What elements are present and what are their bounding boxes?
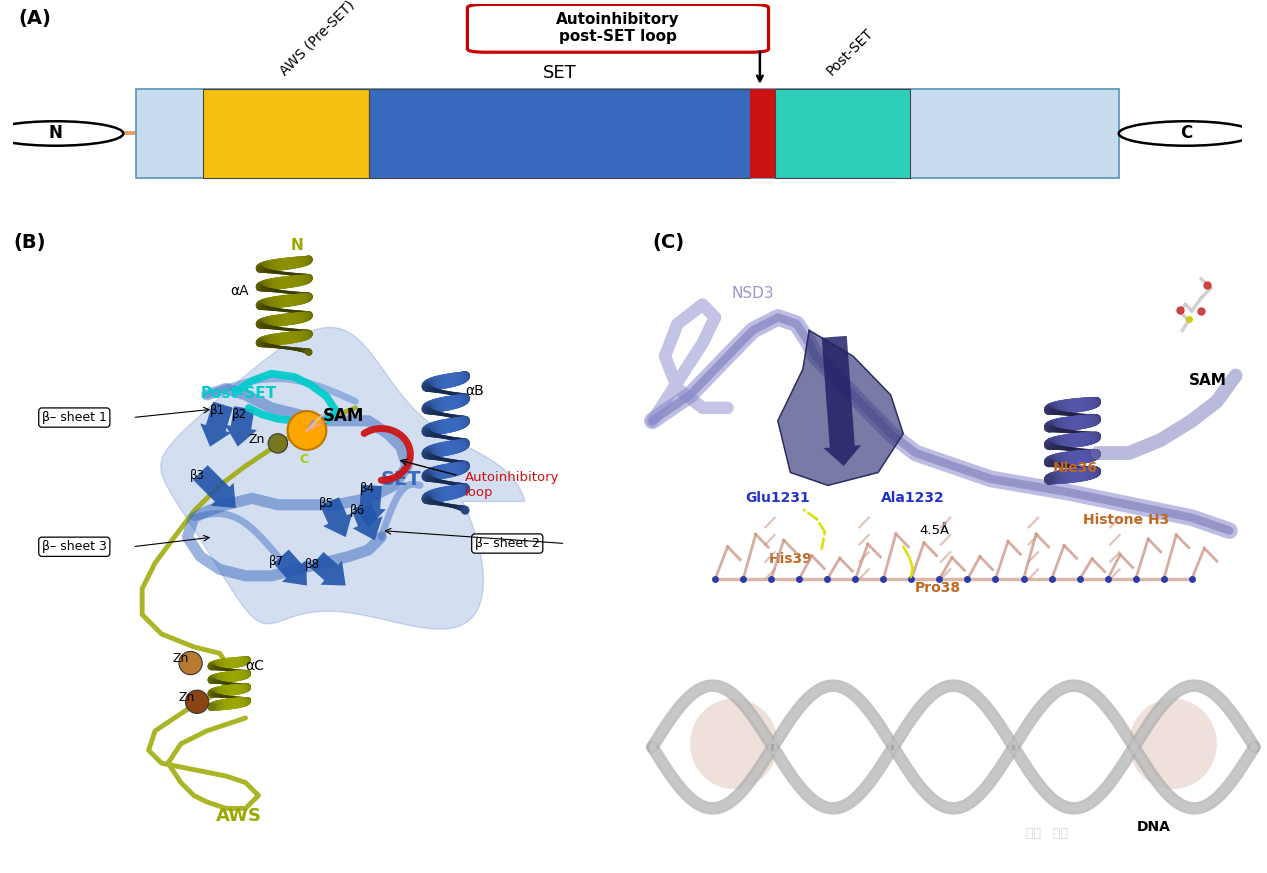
Text: β– sheet 2: β– sheet 2	[475, 537, 540, 550]
Text: DNA: DNA	[1138, 820, 1171, 834]
Bar	[750, 89, 774, 178]
FancyArrow shape	[822, 336, 862, 466]
Text: 知乎   仍惑: 知乎 仍惑	[1026, 828, 1068, 841]
Text: Autoinhibitory
post-SET loop: Autoinhibitory post-SET loop	[556, 12, 680, 45]
Text: β4: β4	[360, 482, 375, 495]
Text: β7: β7	[269, 555, 284, 568]
Text: SAM: SAM	[323, 407, 365, 425]
Text: αA: αA	[229, 284, 248, 298]
Text: His39: His39	[769, 552, 812, 566]
Text: AWS: AWS	[217, 808, 262, 825]
Text: β3: β3	[190, 469, 204, 482]
Text: Nle36: Nle36	[1053, 462, 1098, 476]
FancyArrow shape	[200, 402, 233, 447]
Circle shape	[1129, 698, 1216, 789]
Bar	[774, 89, 910, 178]
Text: (A): (A)	[19, 9, 52, 28]
Text: Autoinhibitory
loop: Autoinhibitory loop	[465, 471, 560, 499]
FancyArrow shape	[274, 550, 307, 586]
Text: AWS (Pre-SET): AWS (Pre-SET)	[277, 0, 357, 78]
Text: Post-SET: Post-SET	[201, 386, 277, 402]
Text: β5: β5	[319, 498, 333, 511]
Text: (B): (B)	[13, 233, 46, 252]
Bar	[369, 89, 750, 178]
Circle shape	[0, 121, 123, 146]
Text: NSD3: NSD3	[731, 286, 774, 301]
Text: β6: β6	[350, 505, 365, 518]
FancyArrow shape	[321, 498, 352, 537]
FancyArrow shape	[309, 552, 346, 586]
Text: (C): (C)	[653, 233, 684, 252]
FancyBboxPatch shape	[468, 4, 769, 52]
Text: Ala1232: Ala1232	[881, 491, 944, 505]
Circle shape	[179, 651, 203, 675]
Text: αC: αC	[246, 658, 265, 672]
Text: β8: β8	[304, 558, 319, 571]
Text: β– sheet 1: β– sheet 1	[42, 411, 106, 424]
FancyArrow shape	[353, 485, 386, 527]
Text: SET: SET	[380, 471, 421, 490]
Bar	[136, 89, 1119, 178]
Polygon shape	[161, 327, 525, 629]
Circle shape	[288, 411, 327, 450]
Text: β2: β2	[232, 408, 247, 421]
Text: β1: β1	[210, 404, 226, 417]
Circle shape	[269, 434, 288, 453]
Circle shape	[691, 698, 778, 789]
Text: Zn: Zn	[248, 433, 265, 446]
Text: SAM: SAM	[1188, 374, 1226, 388]
Text: 4.5Å: 4.5Å	[919, 524, 949, 537]
Text: N: N	[291, 237, 304, 252]
Text: Pro38: Pro38	[915, 581, 960, 595]
Text: Zn: Zn	[179, 691, 195, 704]
Text: N: N	[48, 125, 62, 142]
Text: Glu1231: Glu1231	[745, 491, 810, 505]
Text: C: C	[1181, 125, 1192, 142]
Circle shape	[185, 691, 209, 713]
FancyArrow shape	[226, 406, 257, 447]
Text: Histone H3: Histone H3	[1083, 513, 1169, 527]
Text: Zn: Zn	[172, 652, 189, 664]
Bar	[203, 89, 369, 178]
Text: αB: αB	[465, 384, 484, 398]
Text: C: C	[299, 453, 308, 466]
Polygon shape	[778, 330, 903, 485]
FancyArrow shape	[193, 465, 236, 508]
FancyArrow shape	[352, 505, 383, 540]
Circle shape	[1119, 121, 1254, 146]
Text: Post-SET: Post-SET	[824, 25, 875, 78]
Text: β– sheet 3: β– sheet 3	[42, 540, 106, 553]
Text: SET: SET	[542, 65, 576, 82]
